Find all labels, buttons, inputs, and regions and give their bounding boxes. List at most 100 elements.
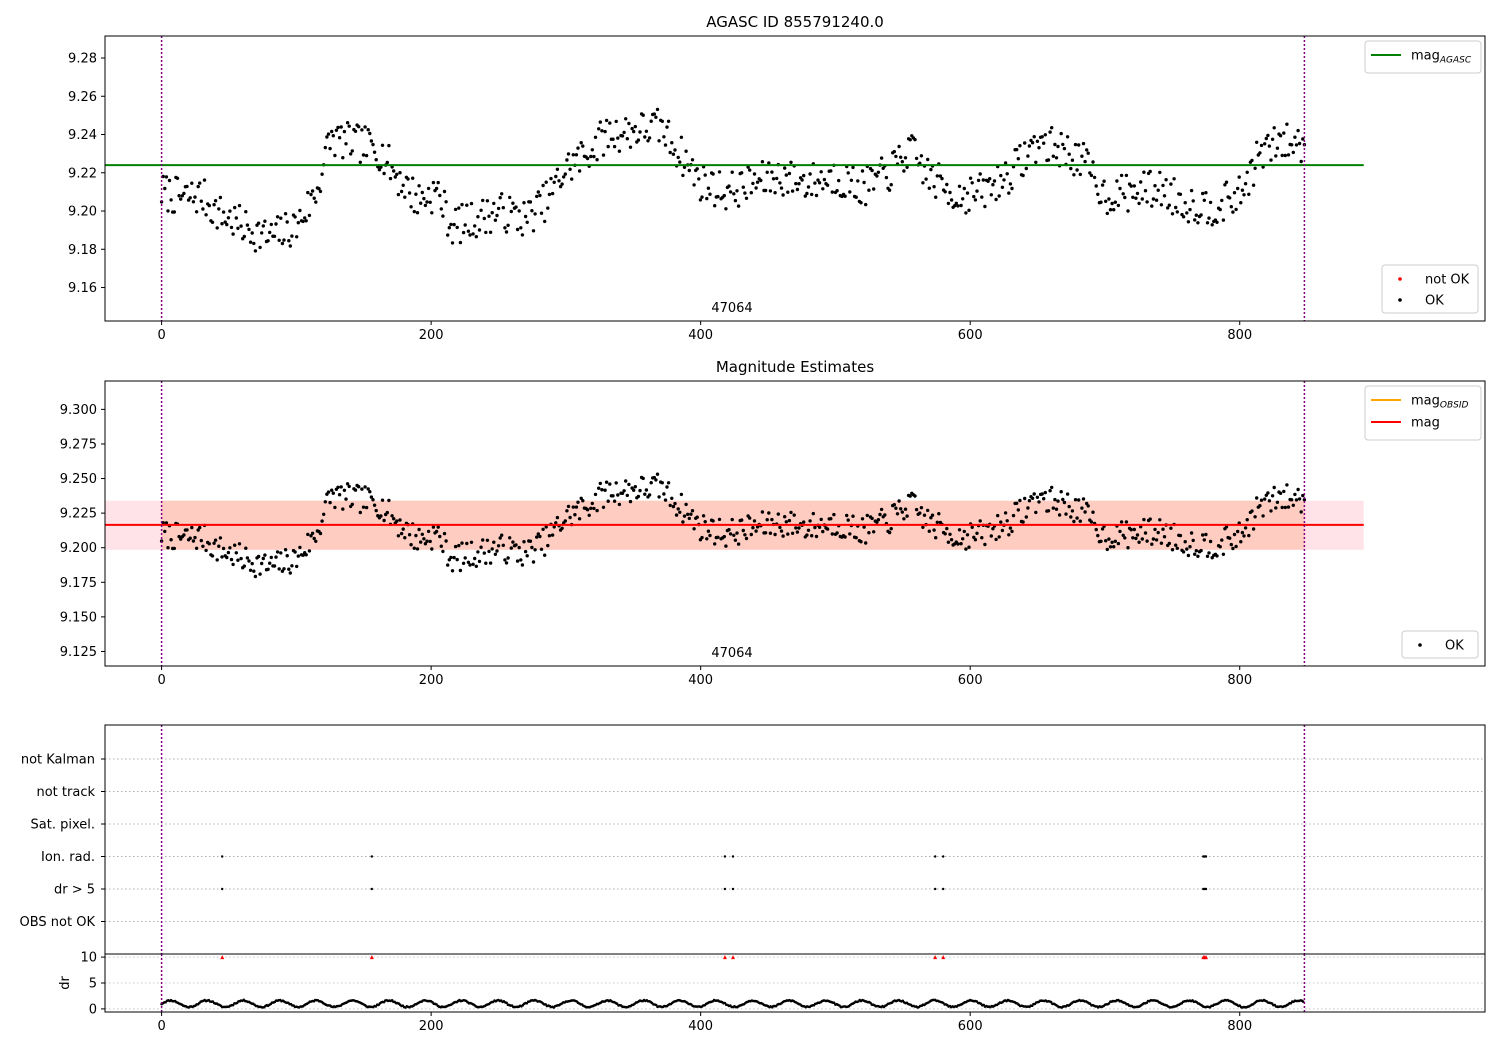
flag-point [731,887,735,891]
ok-point [350,149,354,153]
ok-point [948,190,952,195]
ok-point [225,555,229,560]
ok-point [1073,498,1078,502]
magnitude-estimates-panel: Magnitude Estimates 0 200 400 600 800 9.125 9.… [60,358,1486,688]
ok-point [1110,540,1114,544]
ok-point [407,533,412,537]
ok-point [256,554,261,559]
ok-point [377,168,382,172]
ok-point [864,202,868,207]
ok-point [288,244,292,248]
ok-point [1107,197,1111,201]
ok-point [495,213,499,218]
ok-point [479,545,483,549]
ok-point [325,135,329,139]
ok-point [1293,492,1297,497]
ok-point [358,510,362,515]
ok-point [333,505,337,510]
ok-point [1046,509,1051,513]
ok-point [525,220,529,224]
ok-point [490,211,494,215]
ok-point [976,178,981,183]
ok-point [1247,533,1251,538]
y-tick-label: 9.18 [68,243,97,258]
x-tick-label: 0 [157,1019,165,1034]
ok-point [961,537,965,541]
ok-point [312,196,316,200]
ok-point [983,542,987,547]
ok-point [1261,514,1265,518]
ok-point [469,201,474,206]
ok-point [945,182,949,187]
ok-point [934,195,938,199]
ok-point [452,222,456,227]
ok-point [474,235,478,239]
ok-point [1280,153,1284,158]
ok-point [1239,201,1243,205]
ok-point [1291,150,1296,155]
ok-point [921,181,925,185]
ok-point [550,191,555,196]
ok-point [1202,198,1207,202]
ok-point [1175,210,1180,214]
ok-point [509,209,513,214]
ok-point [1170,548,1175,552]
ok-point [1290,143,1294,147]
ok-point [641,113,645,117]
ok-point [700,195,704,199]
ok-point [399,189,404,194]
ok-point [1099,539,1103,543]
ok-point [1022,141,1027,145]
ok-point [867,531,871,535]
ok-point [504,230,509,234]
ok-point [188,536,192,540]
ok-point [1232,532,1237,537]
ok-point [934,536,938,540]
x-tick-label: 800 [1227,673,1252,688]
dr-outlier-marker [722,955,727,960]
y-tick-label: 9.20 [68,205,97,220]
ok-point [924,177,928,181]
ok-point [430,211,434,215]
ok-point [166,209,170,213]
ok-point [684,502,688,507]
ok-point [1301,493,1305,498]
ok-point [546,543,550,548]
ok-point [226,216,231,220]
ok-point [428,200,432,204]
ok-point [1275,500,1280,504]
ok-point [465,203,469,207]
ok-point [1112,545,1116,549]
flag-row-label: OBS not OK [20,915,96,930]
ok-point [654,115,658,120]
ok-point [617,502,622,507]
ok-point [1124,173,1129,178]
ok-point [481,198,485,203]
ok-point [306,190,310,195]
ok-point [194,210,199,214]
ok-point [883,513,887,517]
ok-point [929,516,933,520]
ok-point [322,512,326,516]
ok-point [344,142,348,146]
ok-point [1267,499,1272,503]
panel1-title: AGASC ID 855791240.0 [706,13,884,31]
ok-point [741,185,745,189]
ok-point [668,503,672,508]
ok-point [1018,498,1022,503]
ok-point [482,551,486,555]
ok-point [503,226,507,230]
ok-point [748,516,752,520]
ok-point [1251,183,1256,187]
ok-point [1123,195,1127,200]
ok-point [665,485,669,489]
ok-point [175,176,180,180]
ok-point [1105,547,1110,552]
ok-point [1234,544,1238,549]
ok-point [919,154,924,158]
ok-point [242,234,246,239]
x-tick-label: 800 [1227,1019,1252,1034]
ok-point [894,154,898,159]
flag-row-label: Sat. pixel. [31,818,95,833]
panel1-axes: 0 200 400 600 800 9.16 9.18 9.20 9.22 9.24 9.26 9.2… [68,51,1252,343]
